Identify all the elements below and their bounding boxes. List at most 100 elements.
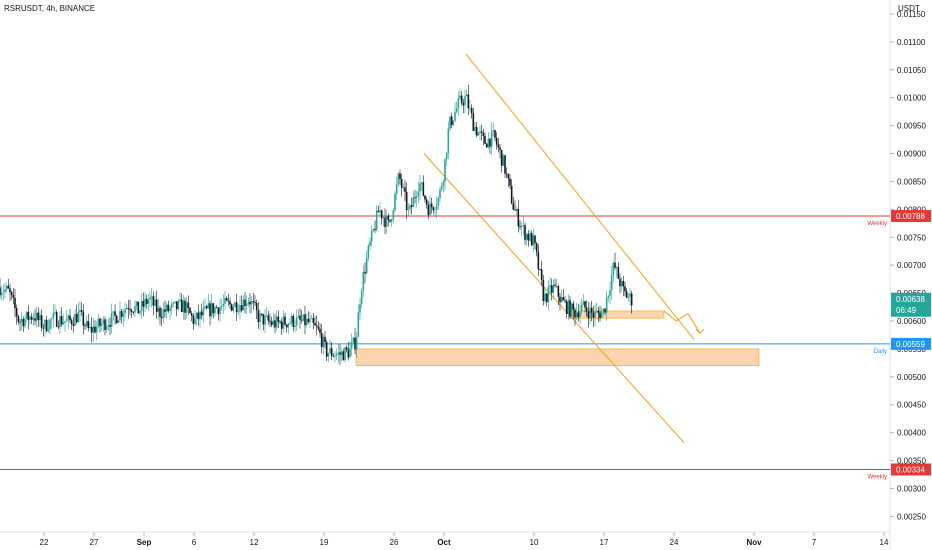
candle-bull [185, 302, 188, 313]
candle-bull [600, 311, 603, 319]
candle-bear [307, 318, 310, 323]
candle-bull [620, 280, 623, 287]
candle-bull [464, 96, 466, 106]
daily-level-price-label-bg [891, 337, 931, 350]
candle-bear [109, 325, 111, 327]
candle-bull [47, 329, 50, 331]
candle-bear [472, 113, 475, 131]
weekly-level-price-label-bg [891, 463, 931, 476]
candle-bear [274, 320, 276, 328]
candle-bull [174, 301, 176, 303]
y-tick-label: 0.00800 [897, 205, 926, 214]
candle-bear [262, 314, 265, 325]
candle-bear [137, 301, 140, 314]
candle-bear [9, 288, 11, 292]
candle-bear [507, 173, 510, 179]
candle-bear [530, 233, 533, 246]
candle-bear [120, 310, 123, 317]
candle-bear [314, 323, 316, 326]
candle-bull [97, 318, 100, 327]
candle-bull [140, 301, 143, 312]
candle-bear [15, 308, 18, 317]
x-tick-label: 19 [320, 538, 329, 547]
candle-bull [390, 219, 393, 222]
candle-bull [455, 108, 458, 113]
channel-trendline [465, 53, 695, 340]
candle-bull [294, 325, 296, 327]
candle-bear [255, 303, 258, 311]
candle-bear [270, 321, 273, 325]
candle-bull [419, 183, 421, 192]
candle-bear [505, 173, 508, 175]
candle-bull [575, 312, 578, 318]
candle-bear [564, 300, 566, 302]
projection-path [663, 310, 701, 334]
candle-bear [624, 286, 626, 292]
candle-bear [75, 314, 78, 323]
candle-bear [405, 191, 408, 210]
candle-bear [587, 311, 590, 319]
candle-bull [265, 315, 268, 317]
weekly-level-tag: Weekly [867, 474, 887, 480]
candle-bull [2, 291, 5, 293]
candle-bull [259, 313, 261, 323]
weekly-level-tag: Weekly [867, 221, 887, 227]
candle-bear [167, 304, 170, 312]
candle-bear [72, 324, 75, 326]
candle-bull [525, 234, 528, 240]
candle-bear [604, 308, 606, 313]
candle-bull [219, 307, 221, 315]
candle-bear [175, 301, 178, 310]
candle-bear [129, 309, 131, 311]
candle-bull [77, 311, 80, 323]
candle-bear [145, 298, 148, 304]
candle-bull [459, 95, 461, 99]
candle-bear [200, 311, 203, 316]
candle-bull [579, 311, 581, 318]
candle-bear [70, 320, 73, 325]
candle-bull [437, 197, 440, 206]
candle-bear [180, 299, 183, 313]
candle-bull [207, 303, 210, 309]
candle-bear [87, 321, 90, 329]
candle-bull [234, 302, 236, 307]
candle-bull [582, 301, 585, 306]
candle-bull [112, 311, 115, 313]
candle-bull [224, 298, 226, 304]
candle-bull [20, 319, 23, 322]
candle-bull [329, 348, 331, 354]
candle-bull [335, 353, 338, 356]
candle-bear [130, 310, 133, 312]
candle-bull [105, 326, 108, 330]
y-tick-label: 0.00600 [897, 317, 926, 326]
candle-bull [54, 312, 56, 313]
candle-bull [95, 326, 98, 333]
candle-bear [495, 137, 498, 145]
candle-bull [35, 312, 38, 321]
candle-bull [412, 197, 415, 207]
candle-bull [549, 285, 551, 287]
candle-bear [572, 303, 575, 310]
candle-bear [475, 127, 478, 136]
candle-bull [177, 300, 180, 310]
projection-arrowhead [695, 328, 705, 334]
candle-bear [512, 203, 515, 210]
candle-bear [557, 285, 560, 297]
candle-bull [25, 311, 28, 319]
candle-bear [482, 132, 485, 137]
candle-bull [242, 299, 245, 311]
candle-bull [352, 337, 355, 343]
candle-bull [102, 319, 105, 324]
candle-bull [337, 352, 340, 354]
candle-bull [44, 319, 46, 329]
candle-bear [422, 182, 425, 196]
candle-bear [299, 315, 301, 320]
candle-bear [69, 315, 71, 321]
candle-bear [217, 307, 220, 315]
candle-bear [577, 312, 580, 318]
candle-bull [372, 228, 375, 231]
candle-bear [37, 312, 40, 320]
candle-bull [477, 132, 480, 136]
